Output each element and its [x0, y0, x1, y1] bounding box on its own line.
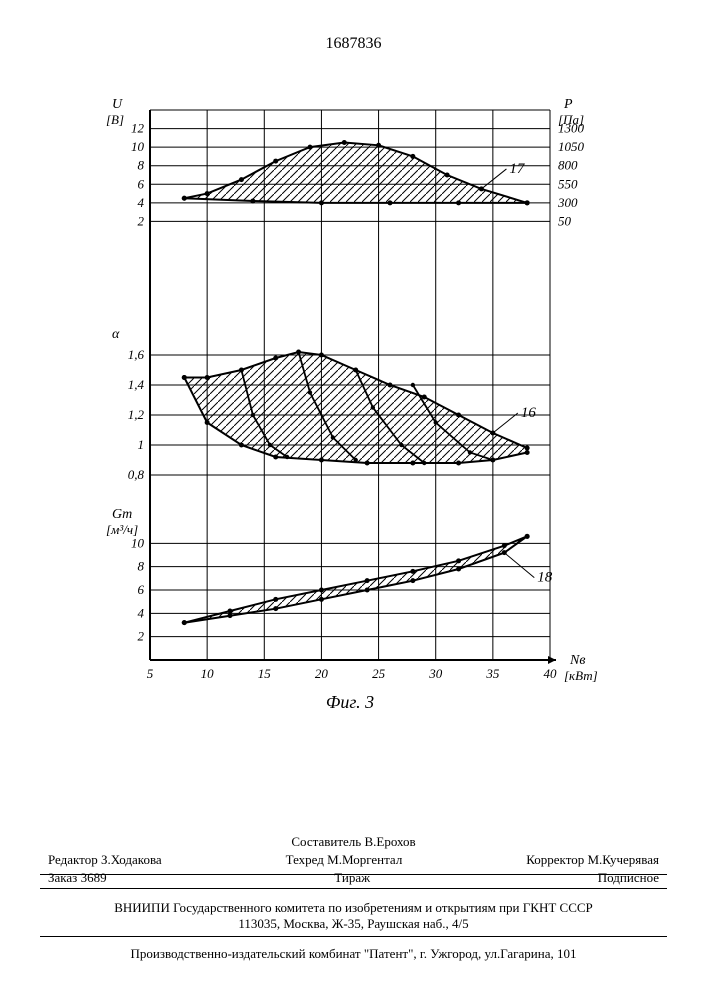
- svg-text:17: 17: [509, 161, 526, 177]
- order-label: Заказ: [48, 870, 77, 885]
- order-block: Заказ 3689 Тираж Подписное: [40, 866, 667, 889]
- vniipi-block: ВНИИПИ Государственного комитета по изоб…: [40, 898, 667, 937]
- subscription-label: Подписное: [598, 870, 659, 886]
- patent-number: 1687836: [0, 35, 707, 53]
- svg-text:550: 550: [558, 176, 578, 191]
- svg-text:5: 5: [147, 666, 154, 681]
- svg-text:1300: 1300: [558, 121, 585, 136]
- svg-text:P: P: [563, 97, 573, 112]
- svg-text:18: 18: [537, 570, 553, 586]
- svg-text:4: 4: [138, 195, 145, 210]
- techred-label: Техред: [286, 852, 324, 867]
- corrector-name: М.Кучерявая: [587, 852, 659, 867]
- order-number: 3689: [81, 870, 107, 885]
- svg-text:Nв: Nв: [569, 653, 585, 668]
- techred-name: М.Моргентал: [327, 852, 402, 867]
- svg-text:[В]: [В]: [106, 112, 124, 127]
- compiler-name: В.Ерохов: [364, 834, 415, 849]
- svg-text:1050: 1050: [558, 139, 585, 154]
- corrector-label: Корректор: [526, 852, 584, 867]
- svg-text:30: 30: [428, 666, 443, 681]
- svg-text:Gт: Gт: [112, 507, 132, 522]
- svg-text:8: 8: [138, 158, 145, 173]
- svg-text:10: 10: [201, 666, 215, 681]
- svg-text:U: U: [112, 97, 123, 112]
- svg-text:50: 50: [558, 213, 572, 228]
- svg-text:Фиг. 3: Фиг. 3: [326, 692, 374, 712]
- svg-text:10: 10: [131, 535, 145, 550]
- svg-text:20: 20: [315, 666, 329, 681]
- tirazh-label: Тираж: [334, 870, 370, 886]
- svg-text:10: 10: [131, 139, 145, 154]
- page: 1687836 24681012U[В]P[Па]503005508001050…: [0, 0, 707, 1000]
- svg-text:12: 12: [131, 121, 145, 136]
- vniipi-line2: 113035, Москва, Ж-35, Раушская наб., 4/5: [40, 916, 667, 932]
- svg-text:8: 8: [138, 559, 145, 574]
- svg-text:16: 16: [521, 405, 537, 421]
- svg-text:α: α: [112, 327, 120, 342]
- svg-text:2: 2: [138, 213, 145, 228]
- svg-text:35: 35: [485, 666, 500, 681]
- svg-text:6: 6: [138, 176, 145, 191]
- svg-text:800: 800: [558, 158, 578, 173]
- svg-text:1,2: 1,2: [128, 407, 145, 422]
- svg-text:15: 15: [258, 666, 272, 681]
- svg-text:0,8: 0,8: [128, 467, 145, 482]
- svg-text:6: 6: [138, 582, 145, 597]
- svg-text:1,4: 1,4: [128, 377, 145, 392]
- svg-text:1,6: 1,6: [128, 347, 145, 362]
- svg-text:4: 4: [138, 605, 145, 620]
- svg-text:2: 2: [138, 629, 145, 644]
- svg-text:[кВт]: [кВт]: [564, 668, 598, 683]
- svg-text:25: 25: [372, 666, 386, 681]
- editor-label: Редактор: [48, 852, 98, 867]
- svg-text:[м³/ч]: [м³/ч]: [106, 522, 138, 537]
- svg-text:40: 40: [544, 666, 558, 681]
- editor-name: З.Ходакова: [101, 852, 162, 867]
- figure-3-chart: 24681012U[В]P[Па]5030055080010501300170,…: [90, 90, 590, 740]
- vniipi-line1: ВНИИПИ Государственного комитета по изоб…: [40, 900, 667, 916]
- compiler-label: Составитель: [291, 834, 361, 849]
- production-combine: Производственно-издательский комбинат "П…: [40, 942, 667, 966]
- svg-text:300: 300: [557, 195, 578, 210]
- svg-text:1: 1: [138, 437, 145, 452]
